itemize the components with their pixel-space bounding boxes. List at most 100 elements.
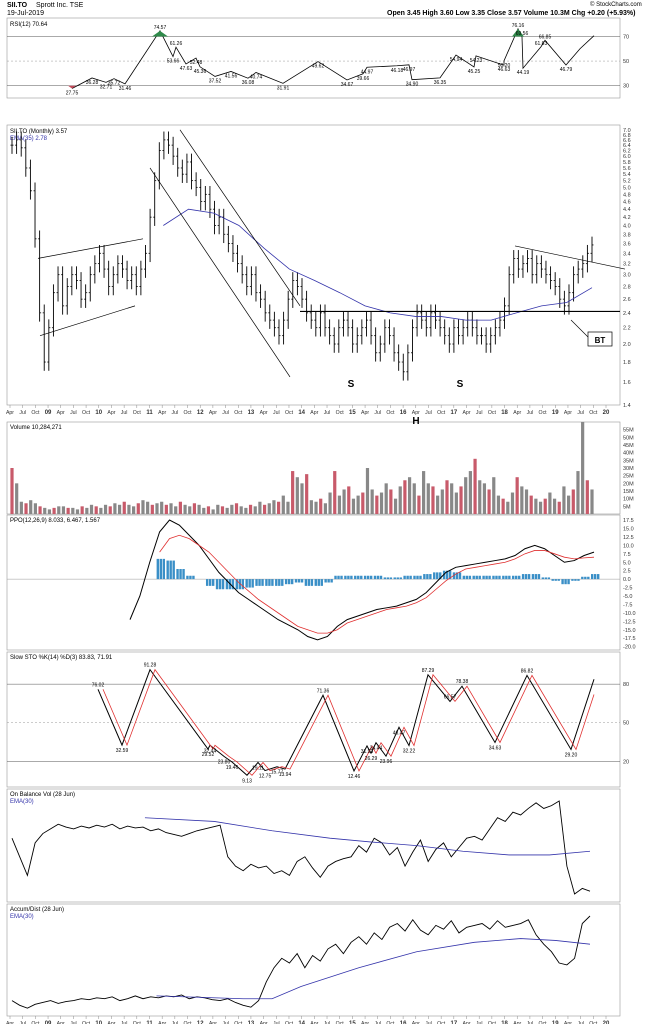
ppo-label: PPO(12,26,9) 8.033, 6.467, 1.567 — [10, 518, 101, 524]
ppo-histogram-bar — [521, 574, 525, 580]
ppo-histogram-bar — [429, 574, 432, 580]
rsi-point-label: 53.66 — [167, 59, 180, 65]
ppo-histogram-bar — [340, 575, 343, 580]
rsi-label: RSI(12) 70.64 — [10, 22, 48, 28]
bottom-x-tick-label: 11 — [146, 1021, 153, 1024]
annotation-head: H — [412, 416, 419, 427]
volume-bar — [19, 501, 23, 514]
sto-point-label: 23.96 — [380, 759, 393, 765]
ppo-histogram-bar — [515, 575, 518, 580]
volume-bar — [567, 495, 571, 514]
volume-bar — [164, 504, 168, 514]
ppo-histogram-bar — [389, 577, 393, 580]
price-x-tick-label: Jul — [19, 410, 26, 416]
volume-bar — [211, 509, 215, 514]
symbol-title: SII.TO — [7, 2, 28, 9]
ppo-histogram-bar — [218, 579, 222, 590]
volume-bar — [24, 503, 28, 514]
rsi-y-tick-label: 50 — [623, 59, 629, 65]
volume-bar — [178, 501, 182, 514]
volume-bar — [216, 504, 220, 514]
volume-bar — [99, 507, 103, 514]
price-x-tick-label: Oct — [82, 410, 91, 416]
volume-bar — [445, 480, 449, 514]
volume-bar — [496, 495, 501, 514]
price-x-tick-label: 18 — [501, 410, 508, 416]
volume-bar — [150, 504, 154, 514]
panel-frame-sto — [6, 651, 621, 788]
bottom-x-tick-label: Jul — [172, 1021, 179, 1024]
volume-bar — [417, 495, 421, 514]
volume-bar — [160, 501, 164, 514]
volume-y-tick-label: 35M — [623, 458, 634, 464]
ppo-signal-line — [159, 534, 595, 634]
sto-point-label: 46.47 — [393, 730, 406, 736]
volume-bar — [10, 468, 14, 514]
volume-bar — [71, 507, 75, 514]
bottom-x-tick-label: Jul — [476, 1021, 483, 1024]
ppo-histogram-bar — [290, 579, 294, 585]
ppo-histogram-bar — [508, 575, 511, 580]
ppo-histogram-bar — [317, 579, 320, 586]
volume-bar — [206, 506, 211, 514]
price-y-tick-label: 1.8 — [623, 360, 631, 366]
bottom-x-tick-label: Oct — [336, 1021, 345, 1024]
bottom-x-tick-label: Apr — [107, 1021, 115, 1024]
ppo-histogram-bar — [518, 575, 521, 580]
volume-bar — [295, 477, 299, 514]
price-y-tick-label: 5.8 — [623, 160, 631, 166]
price-x-tick-label: Oct — [539, 410, 548, 416]
price-x-tick-label: Apr — [462, 410, 470, 416]
volume-bar — [132, 506, 136, 514]
ppo-histogram-bar — [354, 575, 357, 580]
sto-point-label: 76.02 — [92, 682, 105, 688]
ppo-histogram-bar — [287, 579, 291, 585]
bottom-x-tick-label: Oct — [285, 1021, 294, 1024]
volume-bar — [258, 501, 262, 514]
sto-point-label: 32.44 — [204, 748, 217, 754]
ppo-histogram-bar — [357, 575, 360, 580]
rsi-line — [71, 27, 595, 89]
price-x-tick-label: 15 — [349, 410, 356, 416]
ppo-histogram-bar — [426, 574, 429, 580]
sto-point-label: 32.59 — [116, 748, 129, 754]
sto-point-label: 34.63 — [489, 745, 502, 751]
price-y-tick-label: 4.2 — [623, 215, 631, 221]
bottom-x-tick-label: Jul — [222, 1021, 229, 1024]
ppo-histogram-bar — [462, 575, 466, 580]
bottom-x-tick-label: 09 — [45, 1021, 52, 1024]
bottom-x-tick-label: Apr — [462, 1021, 470, 1024]
price-y-tick-label: 4.6 — [623, 200, 631, 206]
ppo-histogram-bar — [334, 575, 337, 580]
ppo-histogram-bar — [363, 575, 367, 580]
ppo-histogram-bar — [268, 579, 271, 586]
sto-point-label: 29.20 — [565, 752, 578, 758]
volume-bar — [379, 492, 384, 514]
price-y-tick-label: 6.4 — [623, 143, 631, 149]
volume-bar — [515, 477, 519, 514]
credit-text: © StockCharts.com — [590, 2, 642, 8]
bottom-x-tick-label: Jul — [70, 1021, 77, 1024]
price-x-tick-label: Oct — [285, 410, 294, 416]
ppo-histogram-bar — [176, 569, 179, 580]
ppo-histogram-bar — [591, 574, 594, 580]
volume-bar — [192, 503, 197, 514]
ppo-histogram-bar — [455, 572, 459, 580]
price-x-tick-label: Jul — [172, 410, 179, 416]
rsi-point-label: 44.19 — [517, 70, 530, 76]
panel-frame-ppo — [6, 514, 621, 651]
volume-bar — [403, 480, 407, 514]
price-y-tick-label: 6.0 — [623, 154, 631, 160]
price-x-tick-label: Jul — [273, 410, 280, 416]
ppo-histogram-bar — [215, 579, 219, 590]
volume-bar — [244, 507, 248, 514]
ppo-histogram-bar — [584, 576, 587, 580]
volume-bar — [342, 489, 346, 514]
rsi-point-label: 46.97 — [403, 67, 416, 73]
ppo-y-tick-label: -5.0 — [623, 594, 632, 600]
ppo-histogram-bar — [567, 579, 570, 585]
volume-bar — [230, 504, 234, 514]
rsi-point-label: 27.75 — [66, 90, 79, 96]
price-y-tick-label: 5.0 — [623, 185, 631, 191]
bottom-x-tick-label: 14 — [298, 1021, 305, 1024]
